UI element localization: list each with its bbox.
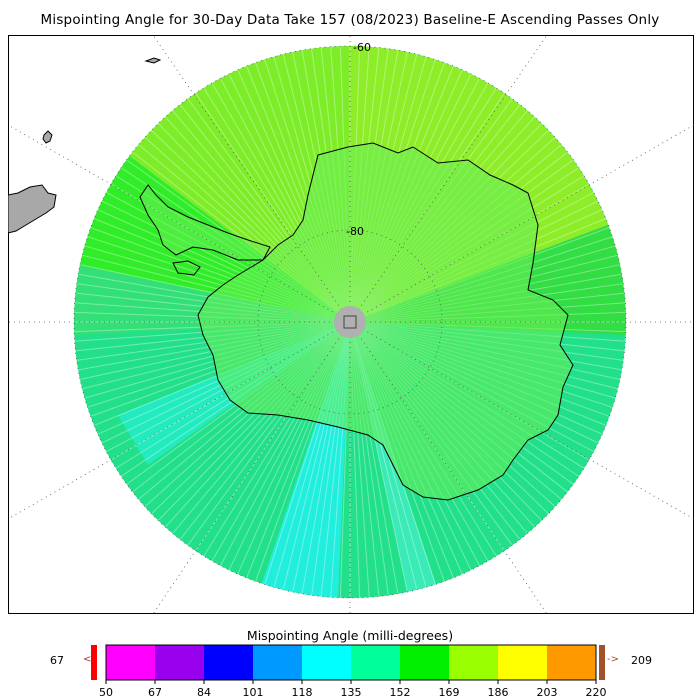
colorbar-tick-label: 84 <box>197 686 211 699</box>
lat-label-60: -60 <box>353 41 371 54</box>
colorbar-swatch <box>400 645 449 680</box>
ice-shelf-edge <box>172 260 201 276</box>
colorbar-tick-label: 67 <box>148 686 162 699</box>
colorbar-max-value: 209 <box>631 654 652 667</box>
colorbar-swatch <box>253 645 302 680</box>
colorbar-swatch <box>547 645 596 680</box>
colorbar-tick-label: 101 <box>243 686 264 699</box>
colorbar-tick-label: 152 <box>390 686 411 699</box>
colorbar-title: Mispointing Angle (milli-degrees) <box>246 628 454 643</box>
colorbar-min-value: 67 <box>50 654 64 667</box>
south-georgia <box>144 57 162 64</box>
colorbar-tick-label: 50 <box>99 686 113 699</box>
colorbar-swatch <box>498 645 547 680</box>
pole-marker <box>343 315 357 329</box>
colorbar-tick-label: 118 <box>292 686 313 699</box>
colorbar-swatch <box>302 645 351 680</box>
colorbar-tick-label: 169 <box>439 686 460 699</box>
colorbar-tick-label: 135 <box>341 686 362 699</box>
map-title: Mispointing Angle for 30-Day Data Take 1… <box>40 12 660 28</box>
colorbar-under-arrow: < <box>83 654 92 665</box>
colorbar-swatch <box>106 645 155 680</box>
colorbar-swatch <box>155 645 204 680</box>
polar-map: -60 -80 <box>8 35 694 614</box>
colorbar-under-swatch <box>91 645 97 680</box>
pole-hole <box>334 306 366 338</box>
south-america-landmass <box>8 184 57 234</box>
colorbar-tick-label: 186 <box>488 686 509 699</box>
colorbar: 50 67 84 101 118 135 152 169 186 203 220 <box>91 644 607 699</box>
antarctica-coastline <box>197 142 574 501</box>
colorbar-tick-label: 203 <box>537 686 558 699</box>
antarctic-peninsula <box>139 184 271 261</box>
colorbar-swatch <box>204 645 253 680</box>
colorbar-tick-label: 220 <box>586 686 607 699</box>
colorbar-over-arrow: -> <box>607 654 619 665</box>
colorbar-swatch <box>351 645 400 680</box>
lat-label-80: -80 <box>346 225 364 238</box>
colorbar-swatch <box>449 645 498 680</box>
falkland-islands <box>42 130 53 144</box>
graticule <box>8 35 694 614</box>
colorbar-over-swatch <box>599 645 605 680</box>
